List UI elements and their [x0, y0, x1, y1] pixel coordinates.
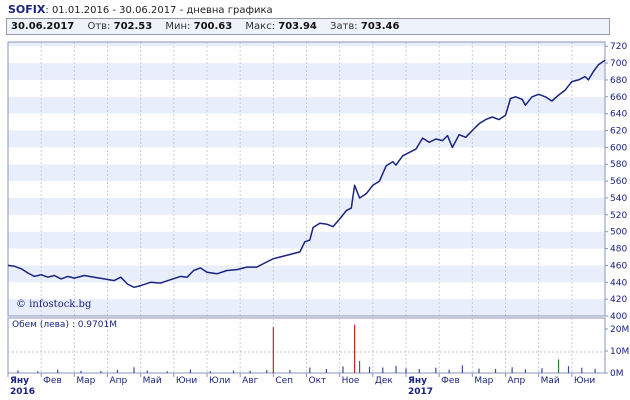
high-label: Макс: — [245, 21, 276, 32]
month-label: Сеп — [275, 376, 293, 386]
month-label: Юни — [574, 376, 596, 386]
volume-tick-label: 20M — [610, 325, 629, 335]
grid-band — [8, 248, 605, 266]
price-line — [7, 59, 606, 289]
year-label: 2016 — [10, 387, 35, 397]
watermark: © infostock.bg — [16, 299, 92, 310]
y-tick-label: 420 — [610, 295, 627, 305]
y-tick-label: 600 — [610, 143, 627, 153]
month-label: Фев — [43, 376, 62, 386]
grid-band — [8, 164, 605, 182]
grid-band — [8, 231, 605, 249]
month-label: Май — [143, 376, 162, 386]
month-label: Ное — [342, 376, 360, 386]
quote-bar: 30.06.2017 Отв: 702.53 Мин: 700.63 Макс:… — [6, 18, 610, 35]
y-tick-label: 620 — [610, 127, 627, 137]
y-tick-label: 720 — [610, 42, 627, 52]
y-tick-label: 480 — [610, 245, 627, 255]
grid-band — [8, 42, 605, 47]
price-plot-frame — [7, 41, 606, 317]
chart-title: SOFIX: 01.01.2016 - 30.06.2017 - дневна … — [8, 3, 273, 16]
volume-tick-label: 0M — [610, 369, 624, 379]
month-label: Юли — [209, 376, 230, 386]
y-tick-label: 700 — [610, 59, 627, 69]
month-label: Апр — [508, 376, 526, 386]
month-label: Дек — [375, 376, 394, 386]
volume-label: Обем (лева) : 0.9701M — [12, 320, 117, 330]
index-name: SOFIX — [8, 3, 46, 16]
open-value: 702.53 — [113, 21, 153, 32]
grid-band — [8, 96, 605, 114]
y-tick-label: 560 — [610, 177, 627, 187]
y-tick-label: 440 — [610, 278, 627, 288]
y-tick-label: 660 — [610, 93, 627, 103]
low-value: 700.63 — [193, 21, 233, 32]
volume-tick-label: 10M — [610, 347, 629, 357]
month-label: Мар — [76, 376, 95, 386]
close-label: Затв: — [330, 21, 358, 32]
month-label: Апр — [110, 376, 128, 386]
y-tick-label: 460 — [610, 261, 627, 271]
month-label: Яну — [408, 376, 427, 386]
open-label: Отв: — [87, 21, 111, 32]
close-value: 703.46 — [360, 21, 400, 32]
month-label: Май — [541, 376, 560, 386]
y-tick-label: 580 — [610, 160, 627, 170]
y-tick-label: 640 — [610, 110, 627, 120]
year-label: 2017 — [408, 387, 433, 397]
y-tick-label: 680 — [610, 76, 627, 86]
grid-band — [8, 265, 605, 283]
y-tick-label: 500 — [610, 228, 627, 238]
low-label: Мин: — [165, 21, 191, 32]
grid-band — [8, 79, 605, 97]
month-label: Яну — [10, 376, 29, 386]
y-tick-label: 400 — [610, 312, 627, 322]
month-label: Фев — [441, 376, 460, 386]
month-label: Авг — [242, 376, 258, 386]
month-label: Юни — [176, 376, 198, 386]
month-label: Окт — [309, 376, 327, 386]
y-tick-label: 520 — [610, 211, 627, 221]
month-label: Мар — [474, 376, 493, 386]
high-value: 703.94 — [278, 21, 317, 32]
date-range: 01.01.2016 - 30.06.2017 - дневна графика — [51, 5, 273, 16]
grid-band — [8, 181, 605, 198]
y-tick-label: 540 — [610, 194, 627, 204]
quote-date: 30.06.2017 — [11, 21, 75, 32]
